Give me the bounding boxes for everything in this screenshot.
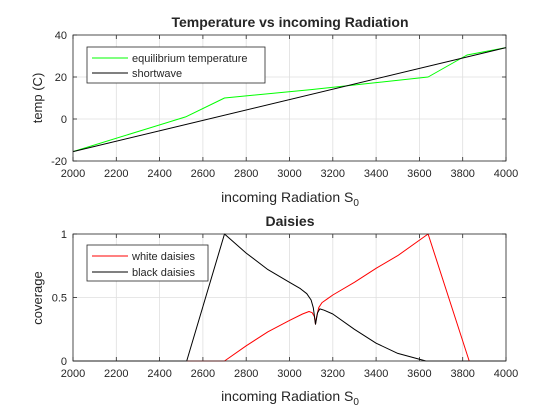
x-tick-label: 2200 bbox=[104, 368, 128, 380]
legend-label-black-daisies: black daisies bbox=[132, 267, 195, 279]
x-tick-labels: 2000 2200 2400 2600 2800 3000 3200 3400 3600 3800… bbox=[61, 168, 518, 180]
x-tick-label: 2400 bbox=[147, 168, 171, 180]
y-tick-label: 20 bbox=[55, 72, 67, 84]
x-tick-label: 2400 bbox=[147, 368, 171, 380]
x-tick-label: 3000 bbox=[277, 368, 301, 380]
legend-box bbox=[86, 244, 209, 282]
x-tick-label: 3200 bbox=[321, 368, 345, 380]
daisies-chart: Daisies 2000 2200 2400 2600 2800 3000 3200 3400… bbox=[30, 213, 518, 408]
axes-box bbox=[72, 34, 507, 162]
temperature-chart: Temperature vs incoming Radiation 2000 22… bbox=[30, 14, 518, 209]
x-tick-label: 3200 bbox=[321, 168, 345, 180]
axes-box bbox=[72, 233, 507, 362]
y-tick-label: 0.5 bbox=[52, 293, 67, 305]
x-tick-label: 3000 bbox=[277, 168, 301, 180]
y-tick-labels: -20 0 20 40 bbox=[51, 30, 67, 168]
x-tick-label: 2000 bbox=[61, 168, 85, 180]
x-tick-label: 3600 bbox=[407, 368, 431, 380]
y-axis-label: coverage bbox=[30, 271, 45, 324]
y-tick-label: 40 bbox=[55, 30, 67, 42]
x-tick-label: 2800 bbox=[234, 368, 258, 380]
x-tick-label: 4000 bbox=[494, 168, 518, 180]
series-line-equilibrium-temperature bbox=[72, 47, 507, 153]
legend-box bbox=[86, 46, 266, 84]
series-line-shortwave bbox=[72, 47, 507, 153]
legend-label-equilibrium: equilibrium temperature bbox=[132, 53, 248, 65]
legend-label-shortwave: shortwave bbox=[132, 68, 182, 80]
x-tick-label: 2600 bbox=[191, 368, 215, 380]
x-axis-label: incoming Radiation S0 bbox=[221, 189, 359, 209]
y-tick-labels: 00.51 bbox=[52, 229, 67, 368]
chart-title: Daisies bbox=[265, 213, 314, 229]
x-tick-labels: 2000 2200 2400 2600 2800 3000 3200 3400 3600 3800… bbox=[61, 368, 518, 380]
chart-title: Temperature vs incoming Radiation bbox=[171, 14, 408, 30]
x-tick-label: 3400 bbox=[364, 168, 388, 180]
x-axis-label: incoming Radiation S0 bbox=[221, 388, 359, 408]
series-lines bbox=[72, 47, 507, 153]
y-tick-label: 1 bbox=[61, 229, 67, 241]
x-tick-label: 4000 bbox=[494, 368, 518, 380]
y-axis-label: temp (C) bbox=[30, 73, 45, 124]
x-tick-label: 3800 bbox=[450, 368, 474, 380]
y-tick-label: -20 bbox=[51, 156, 67, 168]
legend: equilibrium temperature shortwave bbox=[86, 46, 266, 84]
legend-label-white-daisies: white daisies bbox=[131, 251, 195, 263]
x-tick-label: 2600 bbox=[191, 168, 215, 180]
series-lines bbox=[73, 233, 506, 362]
y-tick-label: 0 bbox=[61, 114, 67, 126]
x-tick-label: 2000 bbox=[61, 368, 85, 380]
legend: white daisies black daisies bbox=[86, 244, 209, 282]
y-tick-label: 0 bbox=[61, 356, 67, 368]
series-line-black-daisies bbox=[73, 233, 506, 362]
x-tick-label: 3400 bbox=[364, 368, 388, 380]
x-tick-label: 2200 bbox=[104, 168, 128, 180]
x-tick-label: 2800 bbox=[234, 168, 258, 180]
x-tick-label: 3600 bbox=[407, 168, 431, 180]
x-tick-label: 3800 bbox=[450, 168, 474, 180]
